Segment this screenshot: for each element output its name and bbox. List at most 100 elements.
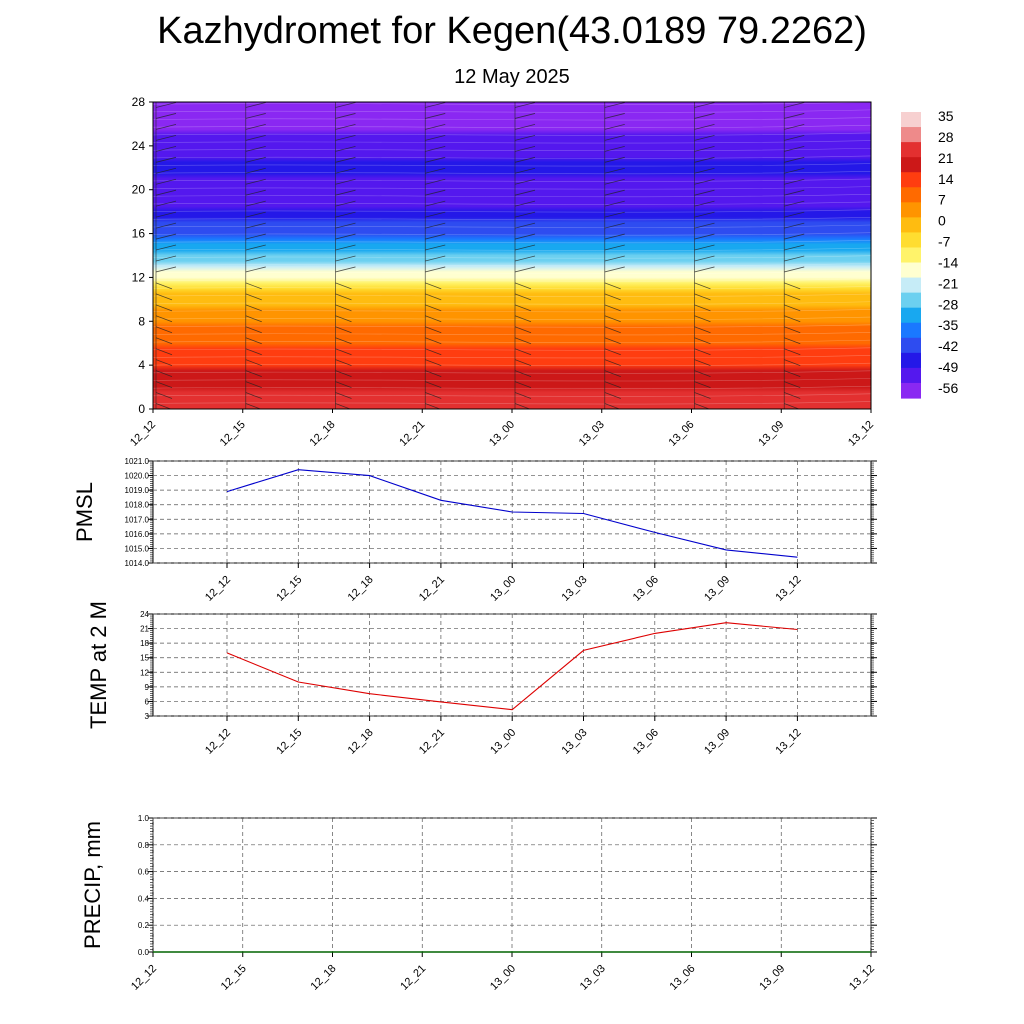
colorbar-cell <box>901 127 921 143</box>
wind-barb <box>604 392 621 399</box>
temp2m-panel: 3 6 9 12 15 18 21 24 12_12 12_15 12_18 12_21 13_00 13… <box>86 601 877 757</box>
wind-barb <box>425 266 446 273</box>
wind-barb <box>425 304 442 312</box>
wind-barb <box>335 134 356 141</box>
wind-barb <box>874 393 890 399</box>
wind-barb <box>514 326 532 334</box>
contour-line <box>153 124 871 129</box>
wind-barb <box>514 244 536 251</box>
wind-barb <box>874 294 890 300</box>
x-tick-label: 13_06 <box>667 419 697 449</box>
wind-barb <box>874 316 890 322</box>
wind-barb <box>155 392 173 399</box>
wind-barb <box>604 189 625 196</box>
x-tick-label: 13_06 <box>631 574 661 604</box>
wind-barb <box>245 178 266 185</box>
wind-barb <box>604 200 625 207</box>
wind-barb <box>604 359 621 367</box>
wind-barb <box>245 293 262 301</box>
y-tick-label: 21 <box>140 625 149 634</box>
colorbar-label: 35 <box>938 108 954 124</box>
wind-barb <box>335 348 352 356</box>
contour-line <box>153 309 871 313</box>
contour-line <box>153 263 871 267</box>
wind-barb <box>335 113 356 119</box>
x-tick-label: 12_15 <box>274 574 304 604</box>
wind-barb <box>425 381 442 388</box>
wind-barb <box>245 337 262 345</box>
y-tick-label: 28 <box>132 95 146 109</box>
contour-line <box>153 155 871 159</box>
contour-line <box>153 178 871 182</box>
wind-barb <box>514 200 536 207</box>
wind-barb <box>425 156 446 163</box>
x-tick-label: 13_12 <box>773 727 803 757</box>
y-tick-label: 0.6 <box>138 868 150 877</box>
wind-barb <box>604 381 621 388</box>
wind-barb <box>245 156 266 163</box>
wind-barb <box>694 304 711 312</box>
wind-barb <box>784 381 801 388</box>
y-tick-label: 20 <box>132 183 146 197</box>
wind-barb <box>604 304 621 312</box>
contour-line <box>153 217 871 221</box>
wind-barb <box>784 233 805 240</box>
x-tick-label: 12_18 <box>309 963 339 993</box>
wind-barb <box>155 189 177 196</box>
wind-barb <box>155 326 173 334</box>
wind-barb <box>155 266 177 273</box>
x-tick-label: 12_12 <box>128 419 158 449</box>
chart-subtitle: 12 May 2025 <box>454 66 570 88</box>
x-tick-label: 13_09 <box>756 419 786 449</box>
wind-barb <box>874 223 894 228</box>
wind-barb <box>874 124 894 129</box>
wind-barb <box>335 102 356 108</box>
wind-barb <box>425 134 446 141</box>
temperature-field <box>153 102 871 409</box>
y-tick-label: 9 <box>145 683 150 692</box>
wind-barb <box>245 282 262 290</box>
y-tick-label: 24 <box>132 139 146 153</box>
wind-barb <box>425 315 442 323</box>
wind-barb <box>604 156 625 163</box>
contour-line <box>153 370 871 374</box>
wind-barb <box>874 371 890 377</box>
wind-barb <box>335 337 352 345</box>
wind-barb <box>335 392 352 399</box>
wind-barb <box>155 178 177 185</box>
x-tick-label: 12_21 <box>417 574 447 604</box>
y-tick-label: 8 <box>138 314 145 328</box>
wind-barb <box>425 359 442 367</box>
wind-barb <box>694 211 715 218</box>
wind-barb <box>514 337 532 345</box>
wind-barb <box>694 326 711 334</box>
wind-barb <box>335 370 352 377</box>
wind-barb <box>604 244 625 251</box>
wind-barbs <box>155 102 894 409</box>
wind-barb <box>155 348 173 356</box>
contour-line <box>153 301 871 305</box>
wind-barb <box>335 244 356 251</box>
x-tick-label: 13_12 <box>846 419 876 449</box>
wind-barb <box>874 338 890 344</box>
contour-line <box>153 224 871 228</box>
wind-barb <box>335 124 356 130</box>
y-axis-label: TEMP at 2 M <box>86 601 111 729</box>
wind-barb <box>874 157 894 162</box>
wind-barb <box>874 113 894 118</box>
wind-barb <box>694 233 715 240</box>
wind-barb <box>155 282 173 290</box>
colorbar-label: -35 <box>938 317 958 333</box>
wind-barb <box>155 102 177 108</box>
y-tick-label: 4 <box>138 358 145 372</box>
wind-barb <box>245 233 266 240</box>
wind-barb <box>514 293 532 301</box>
contour-lines <box>153 102 871 405</box>
contour-line <box>153 393 871 397</box>
wind-barb <box>155 134 177 141</box>
x-tick-label: 12_21 <box>417 727 447 757</box>
wind-barb <box>245 304 262 312</box>
colorbar-cell <box>901 367 921 384</box>
wind-barb <box>155 359 173 367</box>
colorbar-cell <box>901 202 921 218</box>
